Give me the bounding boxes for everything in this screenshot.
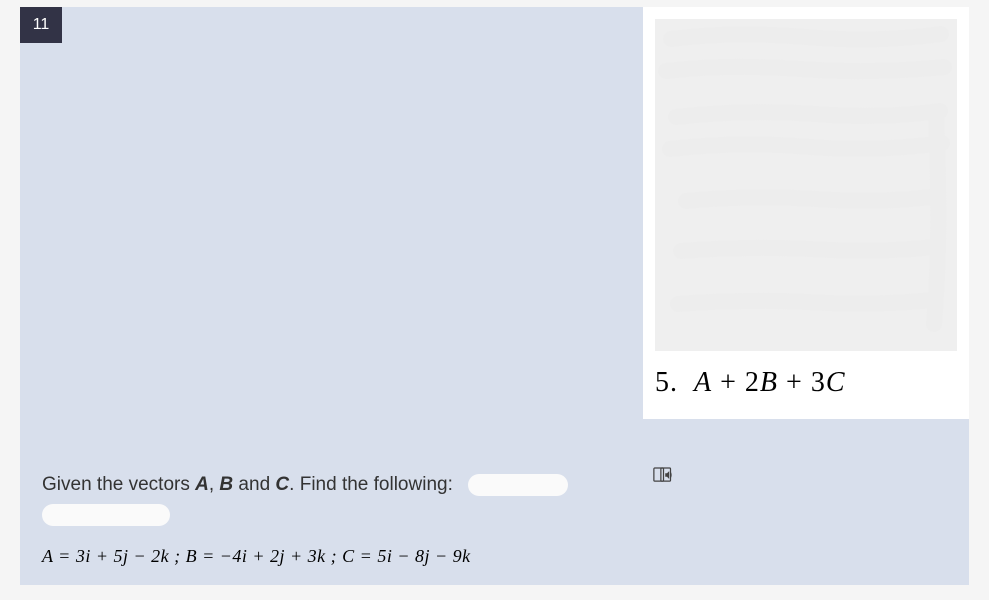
eq-plus2: +: [778, 367, 811, 398]
eq-a: A: [694, 367, 712, 398]
question-container: 11 5. A + 2B + 3C: [20, 7, 969, 585]
subproblem-equation: 5. A + 2B + 3C: [655, 367, 957, 399]
eq-two: 2: [745, 367, 760, 398]
prompt-suffix: . Find the following:: [289, 474, 453, 495]
subproblem-number: 5.: [655, 367, 678, 398]
redaction-inline: [468, 474, 568, 496]
vector-a-label: A: [195, 474, 209, 495]
question-number-badge: 11: [20, 7, 62, 43]
sep2: and: [233, 474, 275, 495]
question-text-row: Given the vectors A, B and C. Find the f…: [42, 474, 947, 496]
eq-b: B: [760, 367, 778, 398]
eq-plus1: +: [712, 367, 745, 398]
eq-c: C: [826, 367, 846, 398]
vector-b-label: B: [219, 474, 233, 495]
redaction-block: [42, 504, 170, 526]
eq-three: 3: [811, 367, 826, 398]
vector-c-label: C: [275, 474, 289, 495]
vector-definitions: A = 3i + 5j − 2k ; B = −4i + 2j + 3k ; C…: [42, 546, 947, 567]
prompt-prefix: Given the vectors: [42, 474, 195, 495]
question-prompt: Given the vectors A, B and C. Find the f…: [42, 474, 453, 496]
image-panel: 5. A + 2B + 3C: [643, 7, 969, 419]
scribble-area: [655, 19, 957, 351]
question-body: Given the vectors A, B and C. Find the f…: [20, 474, 969, 585]
scribble-svg: [655, 19, 957, 351]
sep1: ,: [209, 474, 220, 495]
question-number-text: 11: [33, 16, 50, 34]
